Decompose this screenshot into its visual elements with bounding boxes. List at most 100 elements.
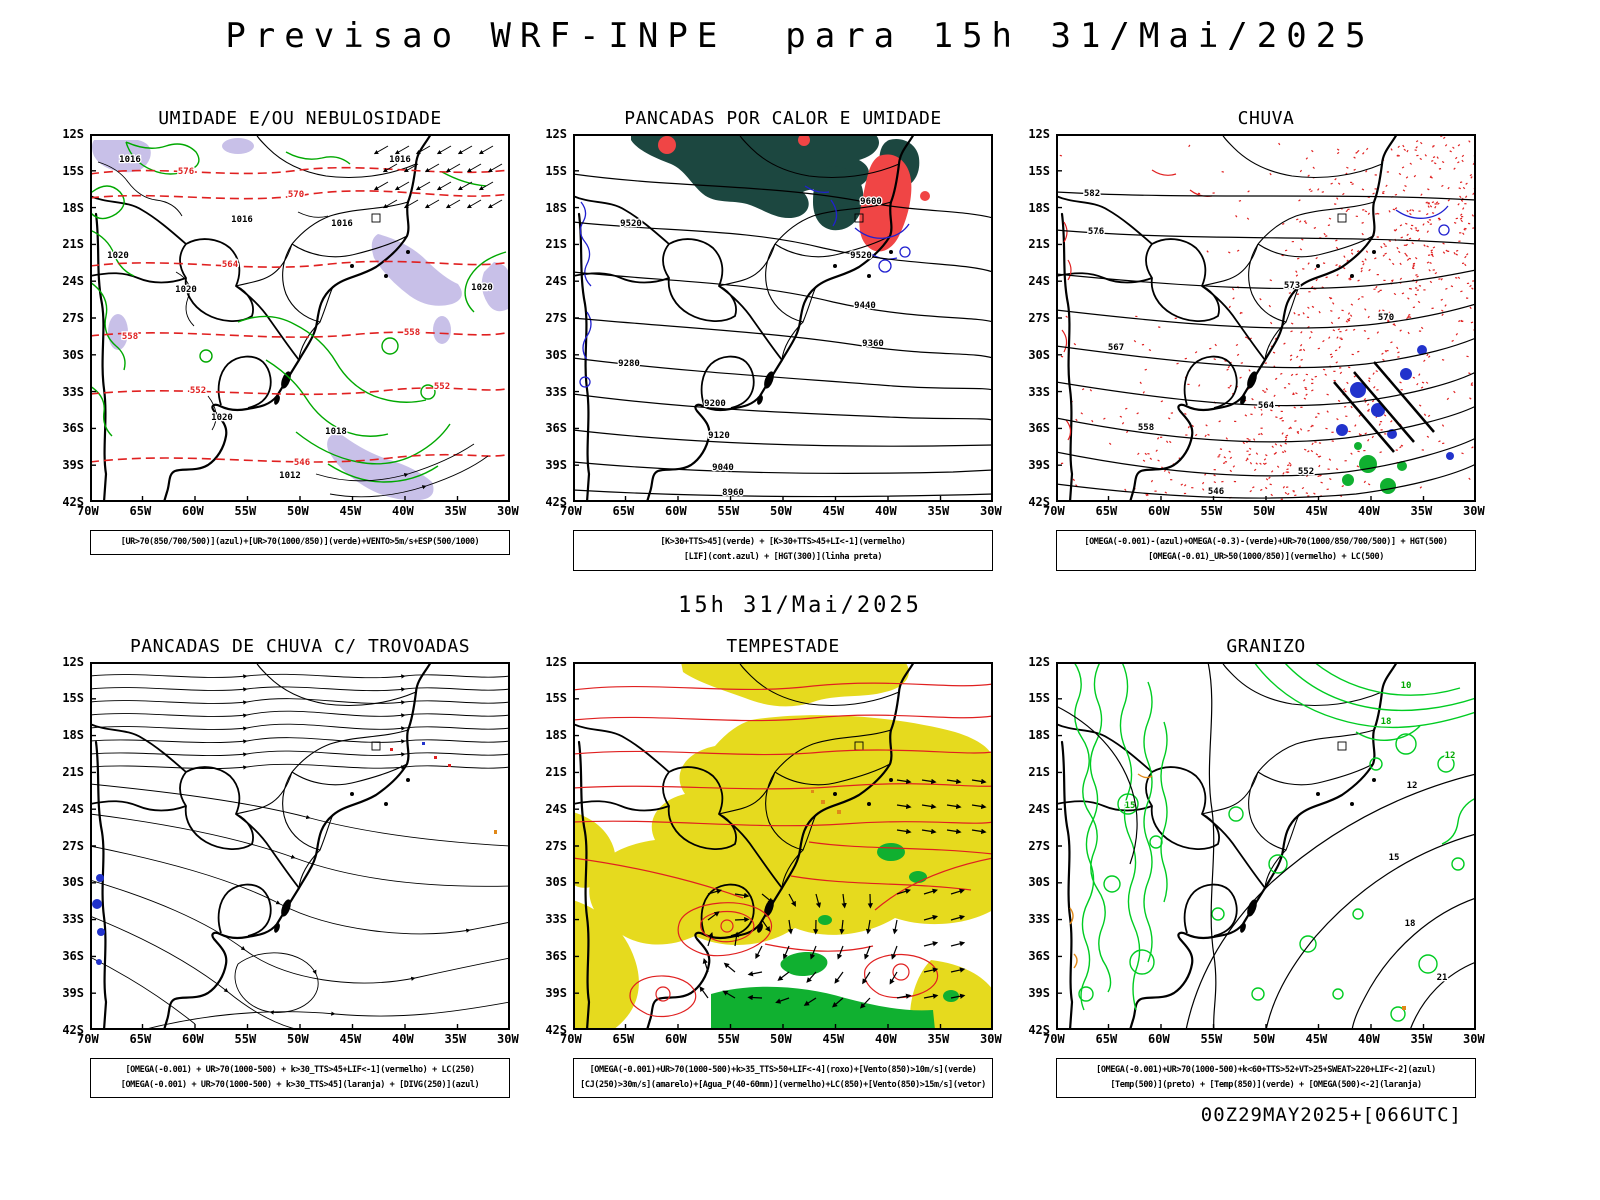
lon-tick-label: 65W: [612, 504, 635, 518]
contour-label: 570: [1378, 313, 1394, 323]
lat-tick-label: 27S: [62, 311, 84, 325]
lat-tick-label: 27S: [1028, 311, 1050, 325]
lat-tick-label: 21S: [1028, 237, 1050, 252]
lon-tick-label: 65W: [1095, 1031, 1118, 1046]
lon-tick-label: 35W: [444, 1031, 467, 1046]
lat-tick-label: 24S: [545, 801, 567, 816]
lat-tick-label: 18S: [545, 728, 567, 743]
contour-label: 18: [1381, 717, 1392, 727]
red-contour-bits: [1061, 169, 1213, 441]
lon-tick-label: 55W: [717, 1031, 740, 1046]
instability-red-shading: [658, 134, 930, 252]
lat-tick-label: 36S: [1028, 421, 1050, 436]
run-timestamp: 00Z29MAY2025+[066UTC]: [1200, 1104, 1462, 1127]
panel-caption-line: [Temp(500)](preto) + [Temp(850)](verde) …: [1110, 1079, 1422, 1090]
caption-box: [OMEGA(-0.001)-(azul)+OMEGA(-0.3)-(verde…: [1056, 530, 1476, 571]
hail-green-contours: 18 12 10 15: [1073, 661, 1476, 1022]
caption-box: [OMEGA(-0.001)+UR>70(1000-500)+k<60+TTS>…: [1056, 1057, 1476, 1099]
lat-tick-label: 24S: [62, 801, 84, 816]
lon-tick-label: 30W: [1463, 504, 1485, 518]
lat-tick-label: 30S: [62, 875, 84, 890]
lon-tick-label: 40W: [1358, 504, 1380, 518]
contour-label: 1020: [107, 251, 129, 261]
lon-tick-label: 45W: [1305, 504, 1328, 518]
map-trovoadas: [90, 661, 510, 1030]
contour-label: 12: [1445, 751, 1456, 761]
lon-tick-label: 35W: [927, 504, 950, 518]
contour-label: 1012: [279, 471, 301, 481]
lat-tick-label: 33S: [62, 384, 84, 399]
lon-tick-label: 30W: [1463, 1031, 1485, 1046]
lat-tick-label: 21S: [545, 237, 567, 252]
lat-tick-label: 33S: [1028, 912, 1050, 927]
lat-tick-label: 27S: [545, 838, 567, 853]
forecast-panel-umidade: UMIDADE E/OU NEBULOSIDADE 12S 15S 18S 21S 24…: [56, 108, 519, 571]
lat-tick-label: 27S: [62, 838, 84, 853]
lon-tick-label: 35W: [1410, 1031, 1433, 1046]
lat-tick-label: 21S: [62, 764, 84, 779]
lat-tick-label: 33S: [545, 384, 567, 399]
panel-title: TEMPESTADE: [726, 635, 840, 657]
contour-label: 9600: [860, 197, 882, 207]
page-title: Previsao WRF-INPE para 15h 31/Mai/2025: [225, 16, 1375, 56]
lon-tick-label: 35W: [927, 1031, 950, 1046]
lat-tick-label: 30S: [545, 347, 567, 362]
lat-tick-label: 30S: [1028, 875, 1050, 890]
omega-green-shading: [1342, 442, 1407, 494]
contour-label: 564: [1258, 401, 1275, 411]
lon-tick-label: 45W: [822, 1031, 845, 1046]
lon-tick-label: 50W: [1253, 504, 1275, 518]
contour-label: 1018: [325, 427, 347, 437]
longitude-axis: 70W 65W 60W 55W 50W 45W 40W 35W 30W: [560, 1030, 1002, 1046]
omega-blue-shading: [1336, 345, 1454, 460]
panel-title: CHUVA: [1237, 108, 1295, 129]
lon-tick-label: 55W: [234, 504, 257, 518]
contour-label: 9040: [712, 463, 734, 473]
lon-tick-label: 45W: [822, 504, 845, 518]
lat-tick-label: 18S: [1028, 728, 1050, 743]
contour-label: 1016: [231, 215, 253, 225]
lon-tick-label: 60W: [182, 504, 204, 518]
lat-tick-label: 15S: [545, 163, 567, 178]
lon-tick-label: 60W: [1148, 504, 1170, 518]
lon-tick-label: 60W: [182, 1031, 204, 1046]
contour-label: 576: [178, 167, 194, 177]
lat-tick-label: 42S: [545, 495, 567, 509]
lat-tick-label: 42S: [545, 1022, 567, 1037]
panel-caption-line: [OMEGA(-0.01)_UR>50(1000/850)](vermelho)…: [1148, 552, 1384, 563]
lon-tick-label: 40W: [392, 1031, 414, 1046]
lon-tick-label: 55W: [234, 1031, 257, 1046]
lat-tick-label: 15S: [62, 691, 84, 706]
panel-caption-line: [OMEGA(-0.001)-(azul)+OMEGA(-0.3)-(verde…: [1084, 537, 1448, 547]
longitude-axis: 70W 65W 60W 55W 50W 45W 40W 35W 30W: [77, 1030, 519, 1046]
streamlines: [90, 673, 510, 1030]
lat-tick-label: 42S: [1028, 495, 1050, 509]
humidity-green-contours: [90, 141, 507, 483]
latitude-axis: 12S 15S 18S 21S 24S 27S 30S 33S 36S 39S 42S: [1022, 128, 1052, 508]
forecast-panel-chuva: CHUVA 12S 15S 18S 21S 24S 27S 30S 33S 36S 39S 42S: [1022, 108, 1485, 571]
lat-tick-label: 27S: [1028, 838, 1050, 853]
lat-tick-label: 39S: [62, 985, 84, 1000]
omega-orange-marks: [1069, 773, 1406, 1010]
lon-tick-label: 30W: [497, 504, 519, 518]
contour-label: 18: [1405, 919, 1416, 929]
contour-label: 12: [1407, 781, 1418, 791]
forecast-panel-granizo: GRANIZO 12S 15S 18S 21S 24S 27S 30S 33S 36S 39S 42…: [1022, 636, 1485, 1099]
map-tempestade: [573, 661, 993, 1030]
contour-label: 15: [1389, 853, 1400, 863]
lon-tick-label: 30W: [980, 504, 1002, 518]
caption-box: [UR>70(850/700/500)](azul)+[UR>70(1000/8…: [90, 530, 510, 556]
lon-tick-label: 50W: [770, 1031, 792, 1046]
lat-tick-label: 21S: [545, 764, 567, 779]
contour-label: 15: [1125, 801, 1136, 811]
lat-tick-label: 42S: [62, 1022, 84, 1037]
contour-label: 1016: [331, 219, 353, 229]
lat-tick-label: 15S: [62, 163, 84, 178]
panel-title: PANCADAS DE CHUVA C/ TROVOADAS: [129, 635, 471, 657]
caption-box: [OMEGA(-0.001)+UR>70(1000-500)+k>35_TTS>…: [573, 1057, 993, 1099]
longitude-axis: 70W 65W 60W 55W 50W 45W 40W 35W 30W: [1043, 1030, 1485, 1046]
lat-tick-label: 33S: [62, 912, 84, 927]
forecast-panel-pancadas: PANCADAS POR CALOR E UMIDADE 12S 15S 18S 21…: [539, 108, 1002, 571]
wind-green-shading: [711, 842, 959, 1030]
lon-tick-label: 65W: [1095, 504, 1118, 518]
